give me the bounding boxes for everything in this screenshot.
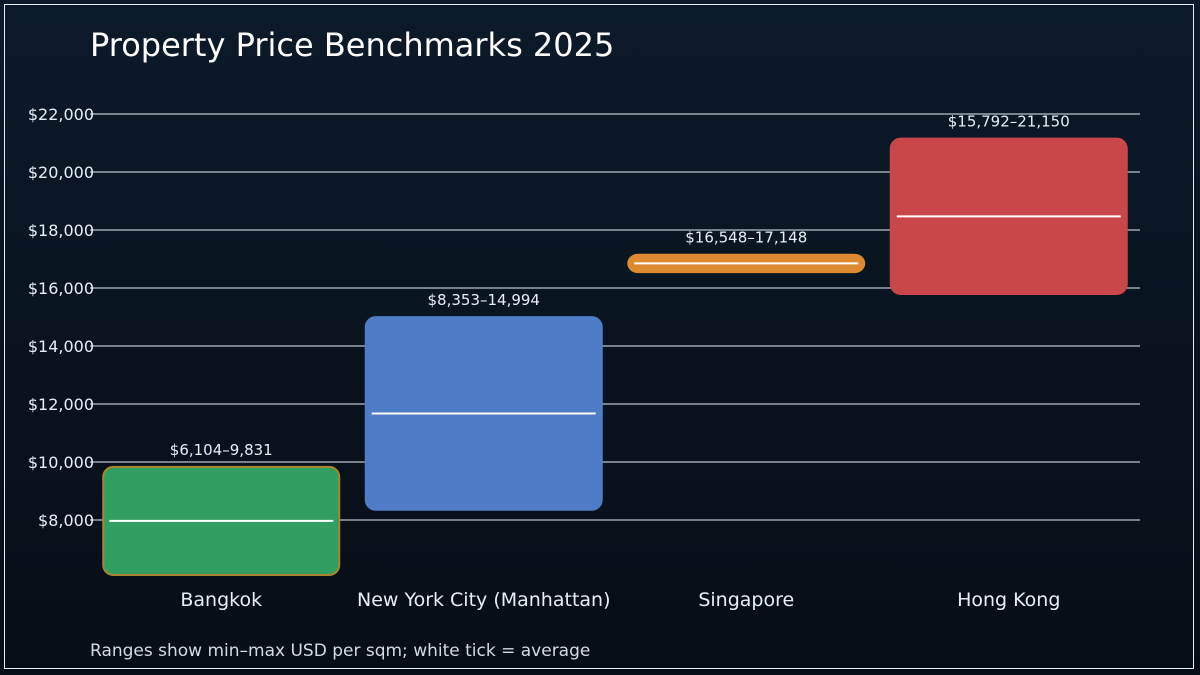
chart-note: Ranges show min–max USD per sqm; white t…: [90, 641, 591, 661]
y-tick-label: $10,000: [28, 453, 94, 472]
x-category-label: New York City (Manhattan): [357, 589, 611, 611]
chart-frame: [4, 4, 1194, 669]
y-tick-label: $16,000: [28, 279, 94, 298]
range-label: $16,548–17,148: [685, 229, 807, 247]
range-label: $6,104–9,831: [170, 441, 273, 459]
range-label: $15,792–21,150: [948, 113, 1070, 131]
y-tick-label: $20,000: [28, 163, 94, 182]
y-tick-label: $12,000: [28, 395, 94, 414]
y-tick-label: $22,000: [28, 105, 94, 124]
x-category-label: Bangkok: [180, 589, 262, 611]
chart-title: Property Price Benchmarks 2025: [90, 26, 615, 64]
y-tick-label: $18,000: [28, 221, 94, 240]
range-label: $8,353–14,994: [428, 291, 540, 309]
x-category-label: Singapore: [698, 589, 794, 611]
y-tick-label: $8,000: [38, 511, 94, 530]
x-category-label: Hong Kong: [957, 589, 1060, 611]
y-tick-label: $14,000: [28, 337, 94, 356]
